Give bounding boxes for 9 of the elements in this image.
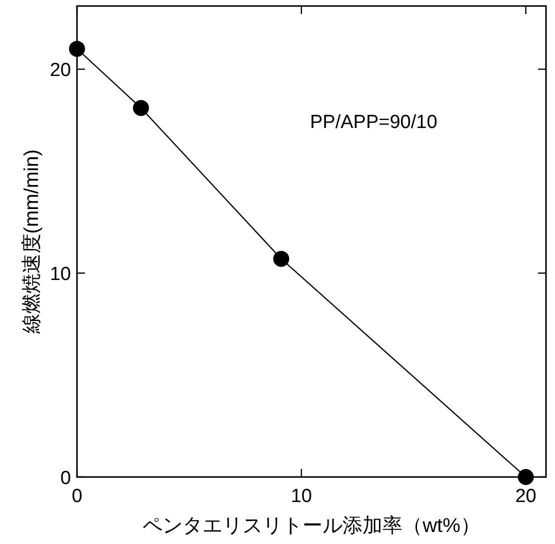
y-tick-label: 10 <box>50 264 71 286</box>
annotation: PP/APP=90/10 <box>310 112 438 133</box>
x-tick-label: 10 <box>290 486 312 507</box>
y-label: 線燃焼速度(mm/min) <box>21 149 43 334</box>
x-label: ペンタエリスリトール添加率（wt%） <box>142 515 480 537</box>
x-tick-label: 20 <box>515 486 536 507</box>
y-tick-label: 0 <box>60 468 71 489</box>
x-tick-label: 0 <box>72 486 82 507</box>
y-tick-label: 20 <box>50 60 71 82</box>
